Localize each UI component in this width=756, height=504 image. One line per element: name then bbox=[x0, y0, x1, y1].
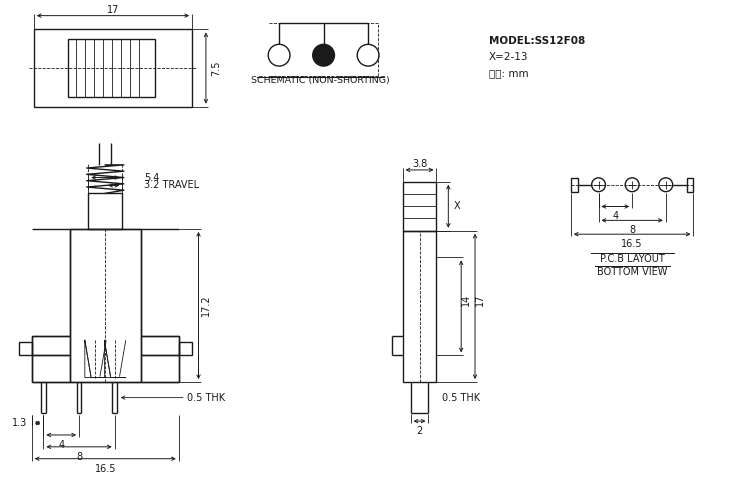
Text: P.C.B LAYOUT: P.C.B LAYOUT bbox=[600, 254, 665, 264]
Text: X=2-13: X=2-13 bbox=[489, 52, 528, 62]
Bar bbox=[178, 342, 192, 355]
Text: SCHEMATIC (NON-SHORTING): SCHEMATIC (NON-SHORTING) bbox=[251, 76, 390, 85]
Text: 16.5: 16.5 bbox=[621, 239, 643, 249]
Text: 3.8: 3.8 bbox=[412, 159, 427, 169]
Text: 4: 4 bbox=[612, 212, 618, 221]
Text: 0.5 THK: 0.5 THK bbox=[187, 393, 225, 403]
Text: 单位: mm: 单位: mm bbox=[489, 68, 528, 78]
Text: 16.5: 16.5 bbox=[94, 464, 116, 474]
Text: 17.2: 17.2 bbox=[201, 295, 212, 317]
Text: 8: 8 bbox=[76, 452, 82, 462]
Text: 5.4: 5.4 bbox=[144, 172, 160, 182]
Text: 4: 4 bbox=[58, 440, 64, 450]
Circle shape bbox=[313, 44, 334, 66]
Bar bbox=[571, 178, 578, 192]
Bar bbox=[686, 178, 693, 192]
Bar bbox=[141, 336, 178, 355]
Text: 17: 17 bbox=[475, 294, 485, 306]
Text: 3.2 TRAVEL: 3.2 TRAVEL bbox=[144, 180, 199, 191]
Text: 2: 2 bbox=[417, 426, 423, 436]
Text: 14: 14 bbox=[461, 294, 471, 306]
Bar bbox=[88, 194, 122, 229]
Bar bbox=[34, 29, 192, 107]
Text: 1.3: 1.3 bbox=[11, 418, 27, 428]
Text: BOTTOM VIEW: BOTTOM VIEW bbox=[597, 267, 668, 277]
Text: MODEL:SS12F08: MODEL:SS12F08 bbox=[489, 36, 585, 46]
Text: 8: 8 bbox=[629, 225, 635, 235]
Bar bbox=[32, 336, 70, 355]
Text: 17: 17 bbox=[107, 5, 119, 15]
Text: X: X bbox=[454, 201, 460, 211]
Text: 7.5: 7.5 bbox=[211, 60, 221, 76]
Bar bbox=[18, 342, 32, 355]
Bar bbox=[403, 231, 436, 382]
Bar bbox=[403, 182, 436, 231]
Text: 0.5 THK: 0.5 THK bbox=[442, 393, 481, 403]
Bar bbox=[69, 39, 156, 97]
